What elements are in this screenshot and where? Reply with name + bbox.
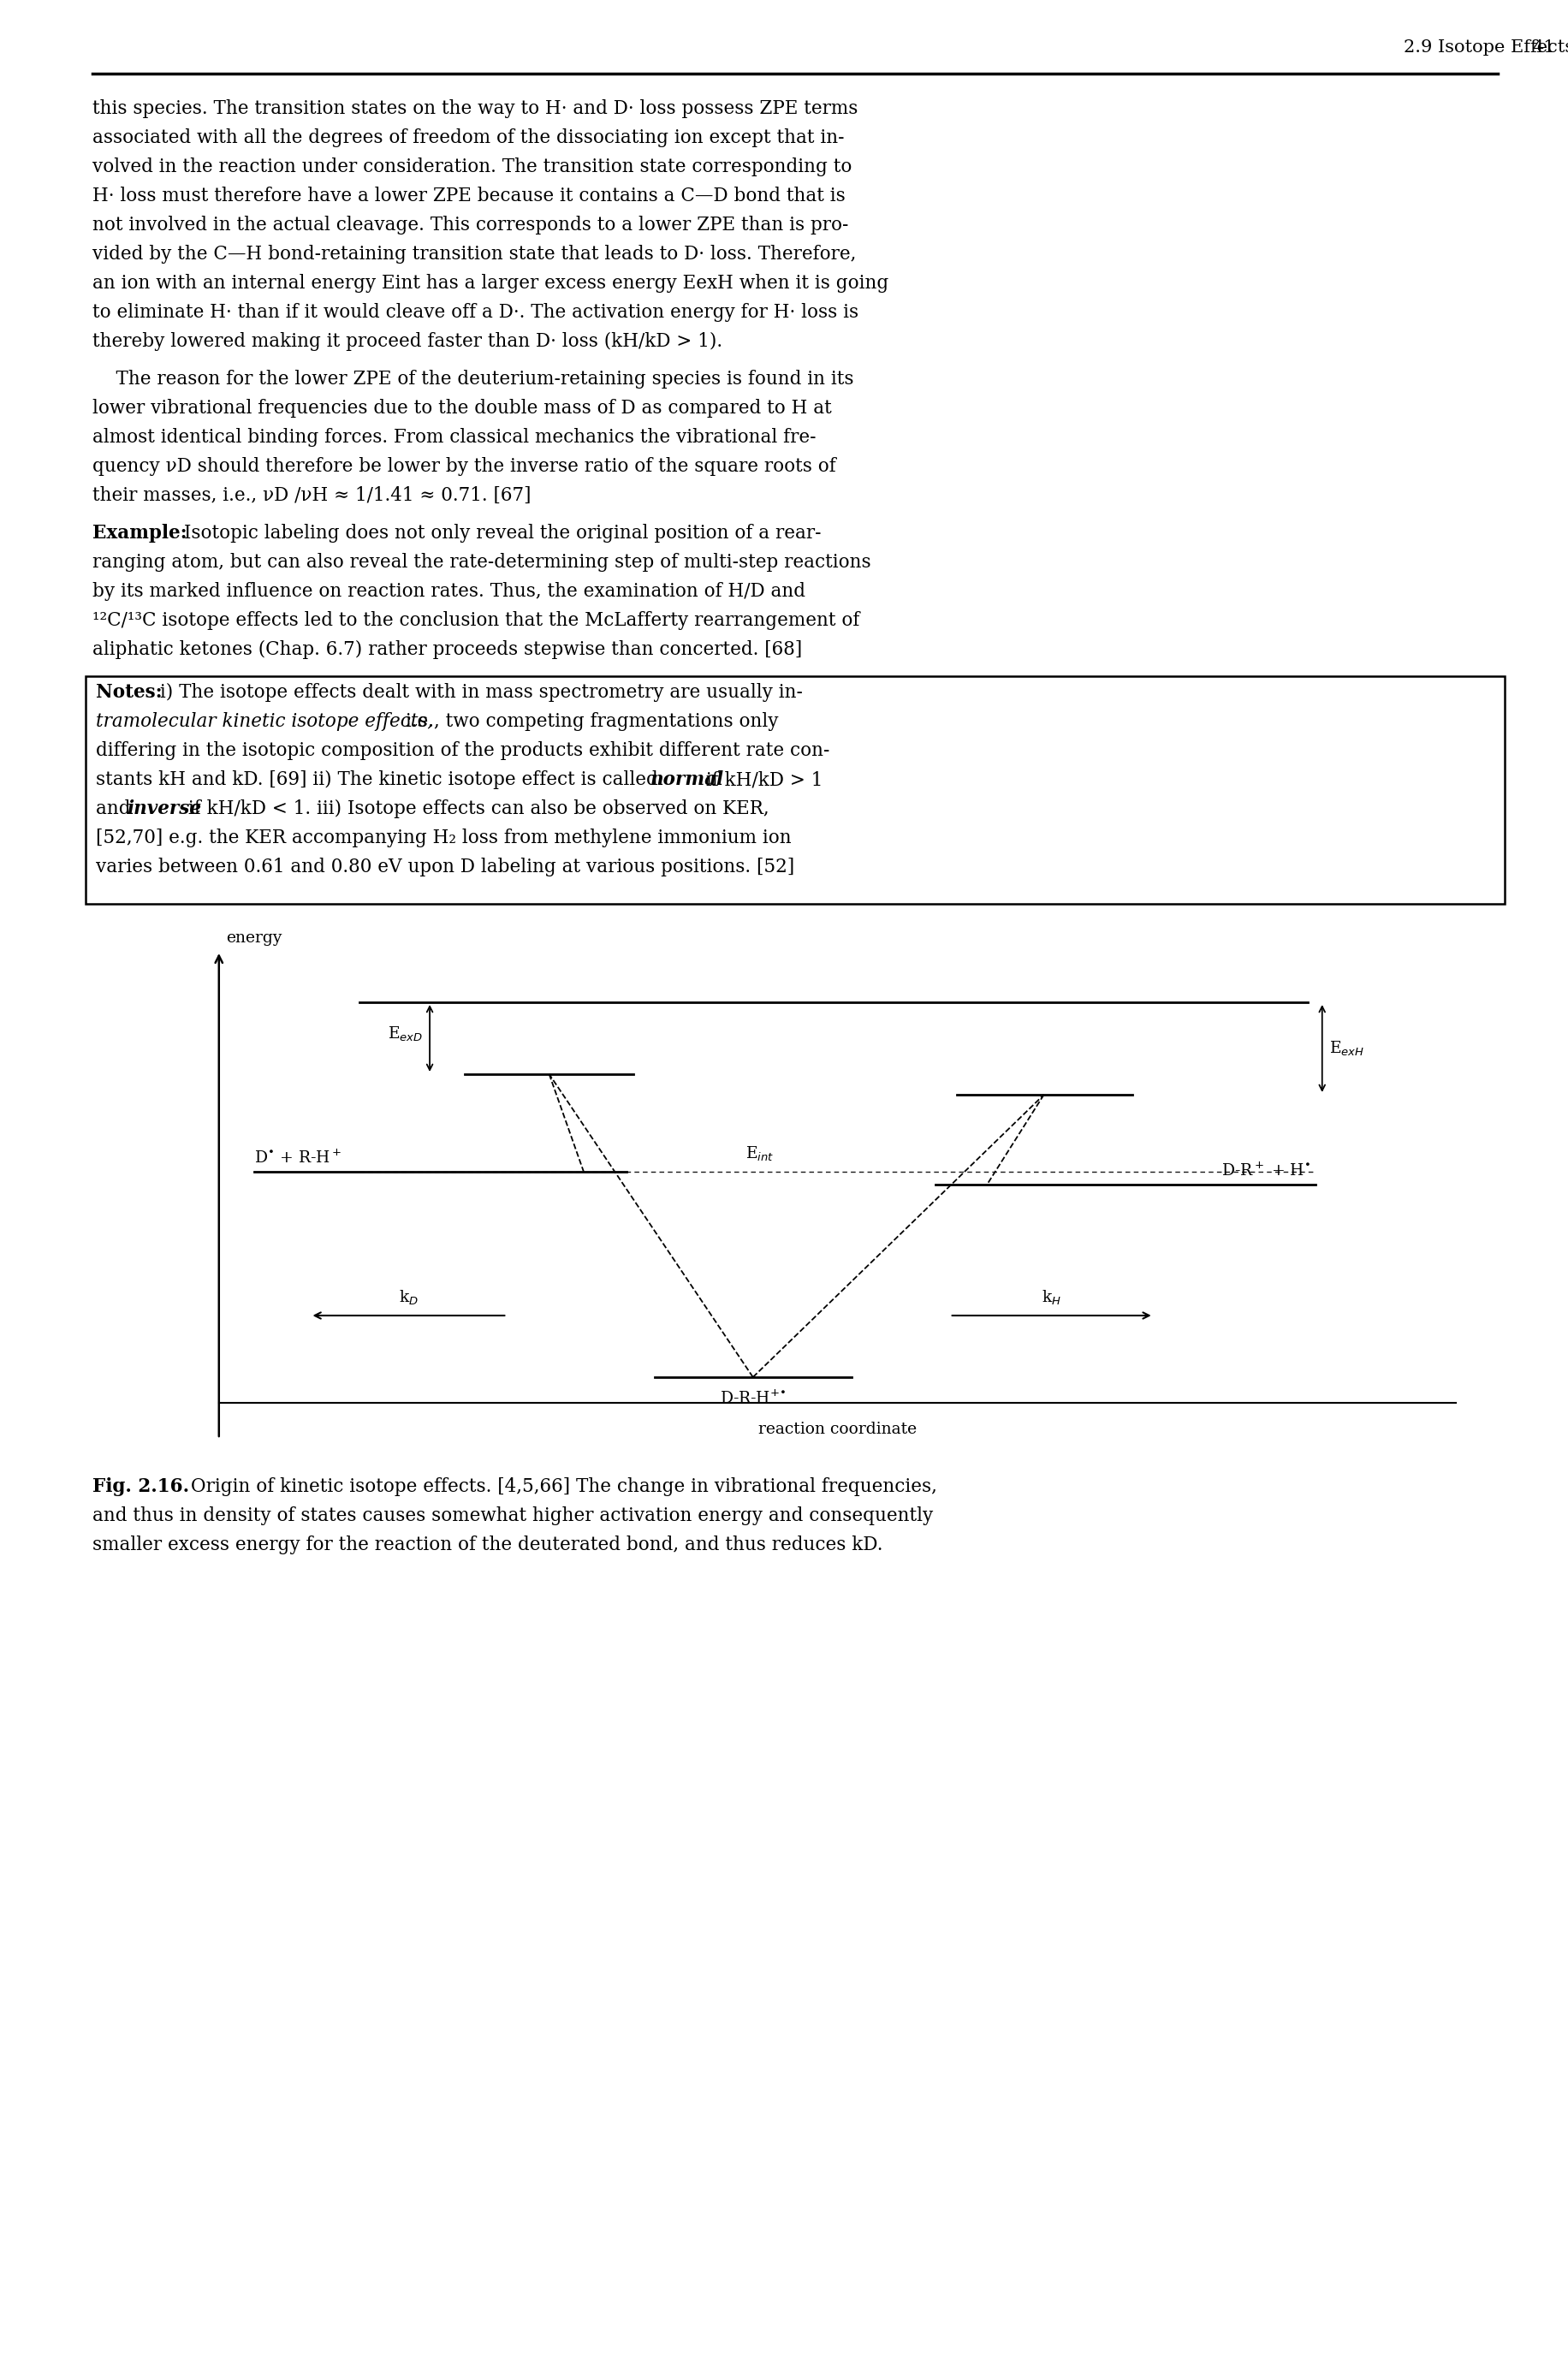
Text: inverse: inverse	[127, 798, 201, 817]
Text: Origin of kinetic isotope effects. [4,5,66] The change in vibrational frequencie: Origin of kinetic isotope effects. [4,5,…	[185, 1478, 938, 1497]
Text: i.e., two competing fragmentations only: i.e., two competing fragmentations only	[400, 713, 778, 732]
Text: E$_{int}$: E$_{int}$	[746, 1145, 775, 1164]
Text: if kH/kD > 1: if kH/kD > 1	[701, 770, 823, 789]
Text: k$_H$: k$_H$	[1041, 1288, 1062, 1307]
Text: smaller excess energy for the reaction of the deuterated bond, and thus reduces : smaller excess energy for the reaction o…	[93, 1535, 883, 1554]
Text: H· loss must therefore have a lower ZPE because it contains a C—D bond that is: H· loss must therefore have a lower ZPE …	[93, 188, 845, 204]
Text: lower vibrational frequencies due to the double mass of D as compared to H at: lower vibrational frequencies due to the…	[93, 399, 831, 418]
Text: this species. The transition states on the way to H· and D· loss possess ZPE ter: this species. The transition states on t…	[93, 100, 858, 119]
Text: E$_{exH}$: E$_{exH}$	[1330, 1038, 1364, 1057]
Bar	[86, 677, 1505, 903]
Text: D-R$^+$ + H$^{•}$: D-R$^+$ + H$^{•}$	[1221, 1162, 1311, 1178]
Text: Notes:: Notes:	[96, 682, 163, 701]
Text: k$_D$: k$_D$	[398, 1288, 419, 1307]
Text: to eliminate H· than if it would cleave off a D·. The activation energy for H· l: to eliminate H· than if it would cleave …	[93, 304, 859, 321]
Text: associated with all the degrees of freedom of the dissociating ion except that i: associated with all the degrees of freed…	[93, 128, 844, 147]
Text: 41: 41	[1532, 40, 1555, 55]
Text: differing in the isotopic composition of the products exhibit different rate con: differing in the isotopic composition of…	[96, 741, 829, 760]
Text: Isotopic labeling does not only reveal the original position of a rear-: Isotopic labeling does not only reveal t…	[183, 523, 822, 542]
Text: Fig. 2.16.: Fig. 2.16.	[93, 1478, 190, 1497]
Text: E$_{exD}$: E$_{exD}$	[387, 1024, 423, 1043]
Text: vided by the C—H bond-retaining transition state that leads to D· loss. Therefor: vided by the C—H bond-retaining transiti…	[93, 245, 856, 264]
Text: volved in the reaction under consideration. The transition state corresponding t: volved in the reaction under considerati…	[93, 157, 851, 176]
Text: D-R-H$^{+•}$: D-R-H$^{+•}$	[720, 1390, 786, 1407]
Text: stants kH and kD. [69] ii) The kinetic isotope effect is called: stants kH and kD. [69] ii) The kinetic i…	[96, 770, 663, 789]
Text: normal: normal	[651, 770, 724, 789]
Text: energy: energy	[226, 931, 282, 946]
Text: an ion with an internal energy Eint has a larger excess energy EexH when it is g: an ion with an internal energy Eint has …	[93, 273, 889, 292]
Text: i) The isotope effects dealt with in mass spectrometry are usually in-: i) The isotope effects dealt with in mas…	[154, 682, 803, 701]
Text: by its marked influence on reaction rates. Thus, the examination of H/D and: by its marked influence on reaction rate…	[93, 582, 806, 601]
Text: ¹²C/¹³C isotope effects led to the conclusion that the McLafferty rearrangement : ¹²C/¹³C isotope effects led to the concl…	[93, 611, 859, 630]
Text: aliphatic ketones (Chap. 6.7) rather proceeds stepwise than concerted. [68]: aliphatic ketones (Chap. 6.7) rather pro…	[93, 639, 803, 658]
Text: their masses, i.e., νD /νH ≈ 1/1.41 ≈ 0.71. [67]: their masses, i.e., νD /νH ≈ 1/1.41 ≈ 0.…	[93, 487, 532, 506]
Text: quency νD should therefore be lower by the inverse ratio of the square roots of: quency νD should therefore be lower by t…	[93, 456, 836, 475]
Text: varies between 0.61 and 0.80 eV upon D labeling at various positions. [52]: varies between 0.61 and 0.80 eV upon D l…	[96, 858, 795, 877]
Text: D$^{•}$ + R-H$^+$: D$^{•}$ + R-H$^+$	[254, 1150, 342, 1167]
Text: [52,70] e.g. the KER accompanying H₂ loss from methylene immonium ion: [52,70] e.g. the KER accompanying H₂ los…	[96, 829, 792, 848]
Text: tramolecular kinetic isotope effects,: tramolecular kinetic isotope effects,	[96, 713, 433, 732]
Text: ranging atom, but can also reveal the rate-determining step of multi-step reacti: ranging atom, but can also reveal the ra…	[93, 554, 870, 573]
Text: The reason for the lower ZPE of the deuterium-retaining species is found in its: The reason for the lower ZPE of the deut…	[93, 371, 853, 390]
Text: thereby lowered making it proceed faster than D· loss (kH/kD > 1).: thereby lowered making it proceed faster…	[93, 333, 723, 352]
Text: 2.9 Isotope Effects: 2.9 Isotope Effects	[1403, 40, 1568, 55]
Text: if kH/kD < 1. iii) Isotope effects can also be observed on KER,: if kH/kD < 1. iii) Isotope effects can a…	[182, 798, 770, 817]
Text: reaction coordinate: reaction coordinate	[757, 1421, 917, 1437]
Text: Example:: Example:	[93, 523, 187, 542]
Text: and: and	[96, 798, 136, 817]
Text: not involved in the actual cleavage. This corresponds to a lower ZPE than is pro: not involved in the actual cleavage. Thi…	[93, 216, 848, 235]
Text: almost identical binding forces. From classical mechanics the vibrational fre-: almost identical binding forces. From cl…	[93, 428, 815, 447]
Text: and thus in density of states causes somewhat higher activation energy and conse: and thus in density of states causes som…	[93, 1506, 933, 1525]
